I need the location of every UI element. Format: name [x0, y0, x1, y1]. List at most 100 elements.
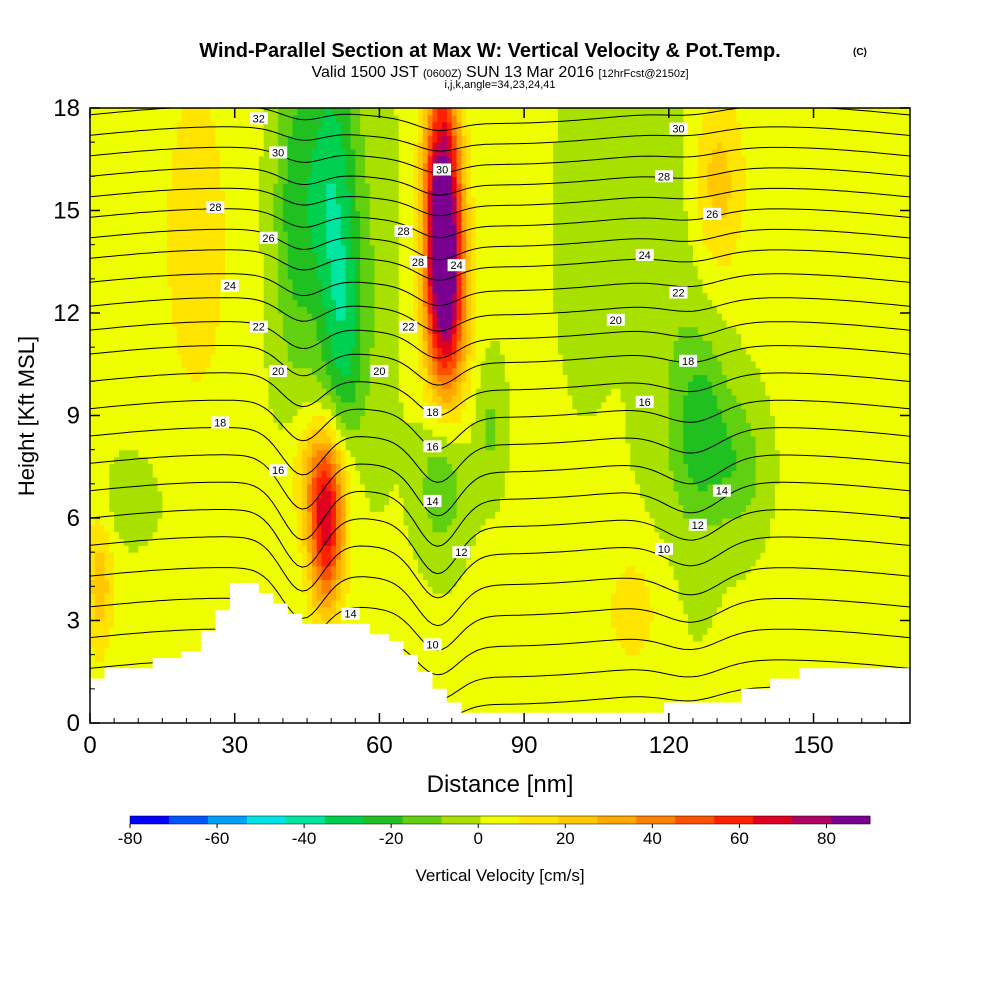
heatmap-cell [244, 299, 250, 307]
heatmap-cell [244, 374, 250, 382]
heatmap-cell [167, 388, 173, 396]
heatmap-cell [225, 251, 231, 259]
heatmap-cell [278, 299, 284, 307]
heatmap-cell [340, 217, 347, 225]
heatmap-cell [210, 456, 217, 464]
heatmap-cell [321, 579, 327, 587]
heatmap-cell [292, 600, 299, 608]
heatmap-cell [268, 490, 274, 499]
heatmap-cell [176, 374, 183, 382]
heatmap-cell [220, 190, 226, 198]
heatmap-cell [162, 593, 168, 601]
heatmap-cell [287, 442, 294, 451]
heatmap-cell [128, 176, 135, 184]
heatmap-cell [152, 203, 159, 212]
heatmap-cell [340, 395, 347, 403]
heatmap-cell [152, 381, 159, 389]
heatmap-cell [176, 237, 183, 246]
heatmap-cell [104, 374, 110, 382]
heatmap-cell [99, 668, 106, 676]
heatmap-cell [355, 470, 361, 478]
heatmap-cell [273, 429, 279, 437]
heatmap-cell [316, 306, 323, 314]
heatmap-cell [278, 196, 284, 205]
heatmap-cell [239, 149, 245, 157]
heatmap-cell [94, 108, 101, 116]
heatmap-cell [340, 490, 347, 499]
heatmap-cell [186, 285, 192, 294]
heatmap-cell [268, 449, 274, 458]
heatmap-cell [157, 313, 163, 321]
heatmap-cell [244, 463, 250, 471]
heatmap-cell [345, 203, 352, 212]
heatmap-cell [172, 415, 178, 423]
heatmap-cell [249, 559, 255, 567]
heatmap-cell [350, 162, 356, 171]
heatmap-cell [249, 395, 255, 403]
heatmap-cell [147, 128, 154, 136]
subtitle-utc: (0600Z) [423, 68, 462, 80]
heatmap-cell [316, 265, 323, 273]
heatmap-cell [104, 395, 110, 403]
heatmap-cell [254, 210, 260, 218]
heatmap-cell [311, 429, 318, 437]
heatmap-cell [114, 442, 120, 451]
heatmap-cell [220, 319, 226, 328]
heatmap-cell [118, 524, 125, 533]
heatmap-cell [229, 326, 236, 335]
heatmap-cell [147, 442, 154, 451]
heatmap-cell [133, 442, 139, 451]
heatmap-cell [123, 306, 130, 314]
heatmap-cell [143, 436, 149, 444]
heatmap-cell [205, 121, 212, 130]
heatmap-cell [321, 326, 327, 335]
heatmap-cell [109, 395, 115, 403]
heatmap-cell [326, 114, 332, 123]
heatmap-cell [205, 251, 212, 259]
heatmap-cell [326, 422, 332, 430]
heatmap-cell [157, 244, 163, 253]
heatmap-cell [326, 504, 332, 512]
heatmap-cell [133, 449, 139, 458]
heatmap-cell [350, 258, 356, 266]
heatmap-cell [118, 531, 125, 540]
heatmap-cell [239, 155, 245, 164]
heatmap-cell [205, 169, 212, 177]
heatmap-cell [326, 463, 332, 471]
heatmap-cell [138, 408, 144, 417]
heatmap-cell [99, 244, 106, 253]
heatmap-cell [147, 531, 154, 540]
heatmap-cell [133, 183, 139, 191]
heatmap-cell [109, 579, 115, 587]
heatmap-cell [109, 463, 115, 471]
heatmap-cell [123, 518, 130, 526]
heatmap-cell [225, 114, 231, 123]
heatmap-cell [210, 395, 217, 403]
heatmap-cell [172, 538, 178, 546]
heatmap-cell [109, 108, 115, 116]
heatmap-cell [239, 306, 245, 314]
heatmap-cell [114, 299, 120, 307]
heatmap-cell [282, 313, 289, 321]
heatmap-cell [109, 162, 115, 171]
heatmap-cell [340, 231, 347, 239]
heatmap-cell [336, 395, 342, 403]
heatmap-cell [210, 162, 217, 171]
heatmap-cell [157, 142, 163, 150]
heatmap-cell [278, 354, 284, 362]
heatmap-cell [263, 210, 270, 218]
heatmap-cell [205, 395, 212, 403]
heatmap-cell [109, 237, 115, 246]
heatmap-cell [104, 388, 110, 396]
heatmap-cell [244, 470, 250, 478]
heatmap-cell [99, 272, 106, 280]
heatmap-cell [191, 545, 197, 553]
heatmap-cell [123, 203, 130, 212]
heatmap-cell [109, 299, 115, 307]
heatmap-cell [143, 613, 149, 622]
heatmap-cell [234, 190, 241, 198]
heatmap-cell [133, 463, 139, 471]
heatmap-cell [186, 449, 192, 458]
heatmap-cell [340, 401, 347, 410]
heatmap-cell [176, 231, 183, 239]
